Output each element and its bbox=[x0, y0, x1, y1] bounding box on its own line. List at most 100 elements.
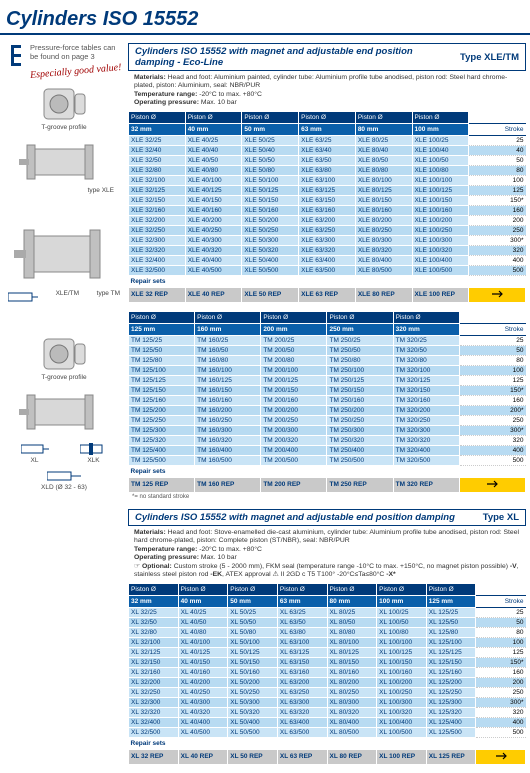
cell: XLE 50/50 bbox=[242, 155, 299, 165]
cell: XL 125/200 bbox=[426, 677, 476, 687]
table-row: XLE 32/300XLE 40/300XLE 50/300XLE 63/300… bbox=[129, 235, 526, 245]
cell: XLE 80/300 bbox=[355, 235, 412, 245]
cell: XLE 100/500 bbox=[412, 265, 469, 275]
xlk-symbol bbox=[80, 443, 108, 455]
stroke-cell: 320 bbox=[469, 245, 526, 255]
cell: XL 80/50 bbox=[327, 617, 377, 627]
cell: TM 250/500 bbox=[327, 455, 393, 465]
cell: XL 80/250 bbox=[327, 687, 377, 697]
cell: XL 125/300 bbox=[426, 697, 476, 707]
cell: XLE 50/300 bbox=[242, 235, 299, 245]
table-row: TM 125/50TM 160/50TM 200/50TM 250/50TM 3… bbox=[129, 345, 526, 355]
repair-cell: XL 40 REP bbox=[178, 749, 228, 764]
cell: XLE 40/100 bbox=[185, 175, 242, 185]
cell: XL 32/25 bbox=[129, 607, 179, 617]
cell: XLE 63/50 bbox=[299, 155, 356, 165]
table-row: TM 125/160TM 160/160TM 200/160TM 250/160… bbox=[129, 395, 526, 405]
cell: XLE 50/80 bbox=[242, 165, 299, 175]
repair-cell: XL 80 REP bbox=[327, 749, 377, 764]
cell: XL 125/50 bbox=[426, 617, 476, 627]
table-row: TM 125/320TM 160/320TM 200/320TM 250/320… bbox=[129, 435, 526, 445]
table-row: XL 32/125XL 40/125XL 50/125XL 63/125XL 8… bbox=[129, 647, 526, 657]
spec-text: Materials: Head and foot: Stove-enamelle… bbox=[128, 526, 526, 583]
cell: XLE 80/125 bbox=[355, 185, 412, 195]
cell: XLE 100/150 bbox=[412, 195, 469, 205]
cell: TM 200/200 bbox=[261, 405, 327, 415]
cell: XLE 32/400 bbox=[129, 255, 186, 265]
col-header: Piston Ø bbox=[377, 583, 427, 595]
repair-cell: TM 125 REP bbox=[129, 477, 195, 492]
cell: XLE 100/25 bbox=[412, 135, 469, 145]
cell: XL 50/320 bbox=[228, 707, 278, 717]
cell: XLE 50/250 bbox=[242, 225, 299, 235]
cell: XL 32/160 bbox=[129, 667, 179, 677]
cell: XL 80/125 bbox=[327, 647, 377, 657]
cell: TM 125/150 bbox=[129, 385, 195, 395]
xl-tgroove-caption: T-groove profile bbox=[4, 374, 124, 381]
cell: XL 125/25 bbox=[426, 607, 476, 617]
cell: XLE 32/160 bbox=[129, 205, 186, 215]
repair-label: Repair sets bbox=[129, 465, 526, 477]
cell: XL 50/500 bbox=[228, 727, 278, 737]
cell: XL 40/400 bbox=[178, 717, 228, 727]
cell: TM 250/150 bbox=[327, 385, 393, 395]
cell: XL 40/160 bbox=[178, 667, 228, 677]
cell: TM 320/320 bbox=[393, 435, 459, 445]
cell: TM 200/160 bbox=[261, 395, 327, 405]
cell: XLE 40/160 bbox=[185, 205, 242, 215]
cell: XLE 63/250 bbox=[299, 225, 356, 235]
cell: TM 125/80 bbox=[129, 355, 195, 365]
cell: XL 100/300 bbox=[377, 697, 427, 707]
cell: XLE 80/250 bbox=[355, 225, 412, 235]
section-header: Cylinders ISO 15552 with magnet and adju… bbox=[128, 509, 526, 526]
repair-cell: XL 32 REP bbox=[129, 749, 179, 764]
section-title: Cylinders ISO 15552 with magnet and adju… bbox=[135, 512, 475, 523]
product-table: Piston ØPiston ØPiston ØPiston ØPiston Ø… bbox=[128, 311, 526, 493]
stroke-cell: 100 bbox=[476, 637, 526, 647]
cell: XL 32/320 bbox=[129, 707, 179, 717]
cell: XL 50/300 bbox=[228, 697, 278, 707]
cell: XLE 100/40 bbox=[412, 145, 469, 155]
cell: TM 125/500 bbox=[129, 455, 195, 465]
xld-symbol bbox=[47, 470, 81, 482]
cell: TM 125/100 bbox=[129, 365, 195, 375]
cell: XL 80/400 bbox=[327, 717, 377, 727]
cell: XL 100/125 bbox=[377, 647, 427, 657]
cell: TM 200/150 bbox=[261, 385, 327, 395]
cell: XLE 80/25 bbox=[355, 135, 412, 145]
cell: XL 80/160 bbox=[327, 667, 377, 677]
stroke-cell: 200* bbox=[459, 405, 525, 415]
table-row: XLE 32/25XLE 40/25XLE 50/25XLE 63/25XLE … bbox=[129, 135, 526, 145]
cell: XLE 32/100 bbox=[129, 175, 186, 185]
cell: XL 63/125 bbox=[277, 647, 327, 657]
xld-caption: XLD (Ø 32 - 63) bbox=[4, 484, 124, 491]
cell: XL 100/50 bbox=[377, 617, 427, 627]
cell: TM 250/200 bbox=[327, 405, 393, 415]
cell: TM 320/400 bbox=[393, 445, 459, 455]
cell: XL 80/80 bbox=[327, 627, 377, 637]
cell: XL 40/200 bbox=[178, 677, 228, 687]
cell: XLE 80/80 bbox=[355, 165, 412, 175]
xle-caption: type XLE bbox=[4, 187, 124, 194]
cell: XL 50/100 bbox=[228, 637, 278, 647]
table-row: TM 125/150TM 160/150TM 200/150TM 250/150… bbox=[129, 385, 526, 395]
stroke-cell: 160 bbox=[476, 667, 526, 677]
cell: TM 125/200 bbox=[129, 405, 195, 415]
cell: TM 160/150 bbox=[195, 385, 261, 395]
col-header: Piston Ø bbox=[299, 111, 356, 123]
cell: XL 100/100 bbox=[377, 637, 427, 647]
stroke-cell: 100 bbox=[459, 365, 525, 375]
col-header: Piston Ø bbox=[129, 583, 179, 595]
col-subheader: 125 mm bbox=[129, 323, 195, 335]
stroke-cell: 300* bbox=[459, 425, 525, 435]
col-subheader: 200 mm bbox=[261, 323, 327, 335]
cell: XLE 100/100 bbox=[412, 175, 469, 185]
tm-caption: type TM bbox=[97, 290, 120, 304]
cell: XL 125/500 bbox=[426, 727, 476, 737]
table-row: XLE 32/320XLE 40/320XLE 50/320XLE 63/320… bbox=[129, 245, 526, 255]
cell: XLE 32/40 bbox=[129, 145, 186, 155]
cell: TM 320/160 bbox=[393, 395, 459, 405]
stroke-cell: 500 bbox=[476, 727, 526, 737]
cell: XL 63/160 bbox=[277, 667, 327, 677]
cell: XLE 50/125 bbox=[242, 185, 299, 195]
